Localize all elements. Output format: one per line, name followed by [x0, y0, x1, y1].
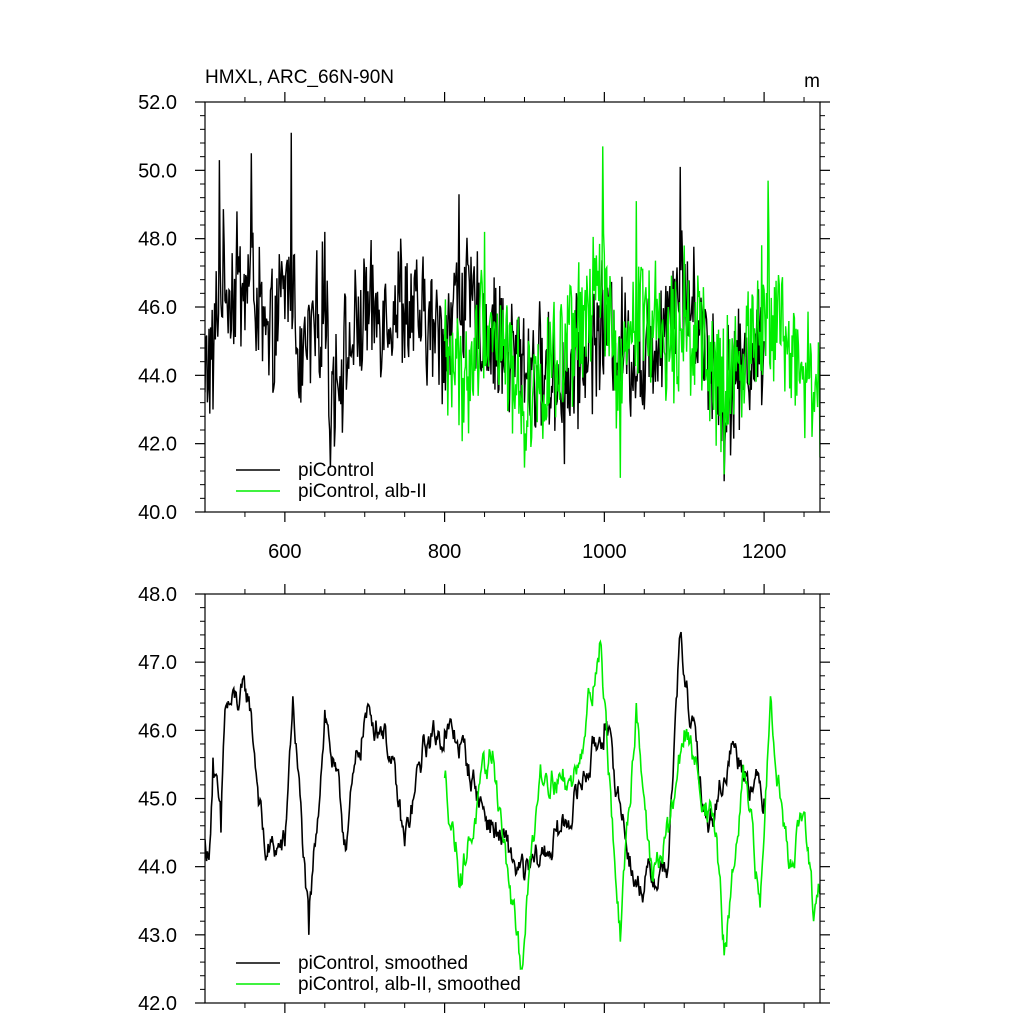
y-tick-label: 44.0 [138, 857, 177, 879]
y-tick-label: 50.0 [138, 160, 177, 182]
y-tick-label: 42.0 [138, 434, 177, 456]
chart-title: HMXL, ARC_66N-90N [205, 67, 394, 88]
y-tick-label: 45.0 [138, 789, 177, 811]
plot-frame [204, 101, 821, 513]
legend-label: piControl [298, 460, 374, 481]
legend-label: piControl, smoothed [298, 953, 468, 974]
y-tick-label: 47.0 [138, 652, 177, 674]
y-tick-label: 46.0 [138, 297, 177, 319]
series-line-picontrol [205, 631, 765, 935]
y-tick-label: 48.0 [138, 229, 177, 251]
y-tick-label: 40.0 [138, 502, 177, 524]
bottom-panel: 42.0 43.0 44.0 45.0 46.0 47.0 48.0 piControl, s… [138, 584, 830, 1015]
x-tick-label: 800 [428, 541, 461, 563]
series-line-alb-ii [443, 146, 820, 478]
y-tick-label: 46.0 [138, 720, 177, 742]
legend-label: piControl, alb-II, smoothed [298, 974, 521, 995]
units-label: m [804, 71, 820, 92]
y-tick-label: 43.0 [138, 925, 177, 947]
y-tick-label: 48.0 [138, 584, 177, 606]
y-tick-label: 52.0 [138, 92, 177, 114]
plot-frame [204, 593, 821, 1004]
y-tick-label: 42.0 [138, 993, 177, 1015]
x-tick-label: 1200 [742, 541, 787, 563]
x-tick-label: 600 [268, 541, 301, 563]
y-tick-label: 44.0 [138, 365, 177, 387]
x-tick-label: 1000 [582, 541, 627, 563]
top-panel: 40.0 42.0 44.0 46.0 48.0 50.0 52.0 600 800 1000 12… [138, 92, 830, 563]
legend-label: piControl, alb-II [298, 481, 427, 502]
series-line-alb-ii [443, 639, 820, 971]
